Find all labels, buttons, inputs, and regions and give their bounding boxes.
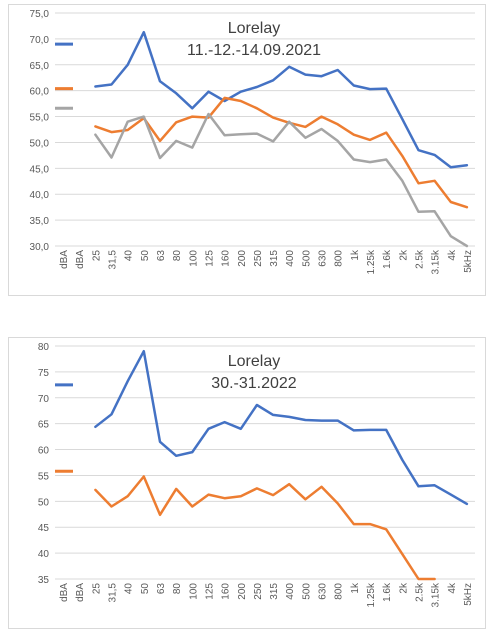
- x-tick-label: dBA: [59, 250, 70, 269]
- x-tick-label: dBA: [75, 250, 86, 269]
- x-tick-label: 250: [253, 250, 264, 267]
- x-tick-label: 1.6k: [382, 249, 393, 269]
- x-tick-label: 500: [301, 583, 312, 600]
- x-tick-label: 25: [91, 250, 102, 262]
- x-tick-label: 2k: [398, 249, 409, 261]
- x-tick-label: 4k: [447, 249, 458, 261]
- line-chart-2021: 30,0 35,0 40,0 45,0 50,0 55,0 60,0 65,0 70,0 75,0…: [30, 9, 475, 274]
- x-tick-label: 50: [140, 583, 151, 595]
- x-tick-label: dBA: [75, 583, 86, 602]
- y-tick-label: 65,0: [30, 61, 50, 72]
- y-tick-label: 65: [38, 420, 50, 431]
- x-tick-label: 80: [172, 250, 183, 262]
- series-line: [94, 475, 436, 581]
- y-tick-label: 45: [38, 523, 50, 534]
- chart-title: Lorelay: [227, 20, 281, 37]
- x-tick-label: 630: [318, 583, 329, 600]
- x-tick-label: 100: [188, 250, 199, 267]
- series-line: [94, 30, 469, 169]
- y-tick-label: 50: [38, 497, 50, 508]
- y-tick-label: 50,0: [30, 138, 50, 149]
- x-tick-label: 125: [204, 583, 215, 600]
- x-tick-label: 2.5k: [414, 582, 425, 602]
- x-tick-label: dBA: [59, 583, 70, 602]
- y-tick-label: 70,0: [30, 35, 50, 46]
- x-tick-label: 315: [269, 250, 280, 267]
- x-tick-label: 1.25k: [366, 249, 377, 274]
- x-tick-label: 40: [124, 583, 135, 595]
- y-tick-label: 55: [38, 471, 50, 482]
- x-tick-label: 31,5: [108, 583, 119, 603]
- series-line: [94, 96, 469, 209]
- y-tick-label: 70: [38, 394, 50, 405]
- x-tick-label: 80: [172, 583, 183, 595]
- x-tick-label: 50: [140, 250, 151, 262]
- chart-subtitle: 30.-31.2022: [211, 375, 297, 392]
- x-tick-label: 160: [221, 583, 232, 600]
- y-tick-label: 80: [38, 342, 50, 353]
- chart-subtitle: 11.-12.-14.09.2021: [186, 42, 322, 59]
- series-line: [94, 349, 469, 506]
- y-tick-label: 35: [38, 575, 50, 586]
- x-tick-label: 200: [237, 250, 248, 267]
- x-tick-label: 3.15k: [431, 249, 442, 274]
- y-tick-label: 40: [38, 549, 50, 560]
- x-tick-label: 5kHz: [463, 583, 474, 606]
- x-tick-label: 800: [334, 583, 345, 600]
- y-tick-label: 60: [38, 446, 50, 457]
- chart-title: Lorelay: [227, 353, 281, 370]
- x-tick-label: 25: [91, 583, 102, 595]
- x-tick-label: 5kHz: [463, 250, 474, 273]
- x-tick-label: 160: [221, 250, 232, 267]
- x-tick-label: 400: [285, 250, 296, 267]
- y-tick-label: 75: [38, 368, 50, 379]
- y-tick-label: 35,0: [30, 216, 50, 227]
- series-line: [94, 112, 469, 248]
- y-tick-label: 55,0: [30, 113, 50, 124]
- y-tick-label: 40,0: [30, 190, 50, 201]
- x-tick-label: 125: [204, 250, 215, 267]
- x-tick-label: 1k: [350, 582, 361, 594]
- x-tick-label: 63: [156, 250, 167, 262]
- chart-panel-2022: Lorelay 30.-31.2022 35 40 45 50 55 60 65 70 75 80…: [8, 337, 486, 629]
- x-tick-label: 4k: [447, 582, 458, 594]
- x-tick-label: 3.15k: [431, 582, 442, 607]
- chart-panel-2021: Lorelay 11.-12.-14.09.2021 30,0 35,0 40,0 4…: [8, 4, 486, 296]
- x-tick-label: 1.6k: [382, 582, 393, 602]
- x-tick-label: 315: [269, 583, 280, 600]
- x-tick-label: 40: [124, 250, 135, 262]
- x-tick-label: 800: [334, 250, 345, 267]
- x-tick-label: 1k: [350, 249, 361, 261]
- x-tick-label: 2k: [398, 582, 409, 594]
- x-tick-label: 31,5: [108, 250, 119, 270]
- x-tick-label: 2.5k: [414, 249, 425, 269]
- y-tick-label: 75,0: [30, 9, 50, 20]
- x-tick-label: 250: [253, 583, 264, 600]
- x-tick-label: 500: [301, 250, 312, 267]
- y-tick-label: 60,0: [30, 87, 50, 98]
- x-tick-label: 400: [285, 583, 296, 600]
- line-chart-2022: 35 40 45 50 55 60 65 70 75 80 dBA dBA 25 31,5 40 50 63 80…: [38, 342, 475, 607]
- x-tick-label: 630: [318, 250, 329, 267]
- x-tick-label: 100: [188, 583, 199, 600]
- y-tick-label: 45,0: [30, 164, 50, 175]
- x-tick-label: 63: [156, 583, 167, 595]
- x-tick-label: 200: [237, 583, 248, 600]
- x-tick-label: 1.25k: [366, 582, 377, 607]
- y-tick-label: 30,0: [30, 242, 50, 253]
